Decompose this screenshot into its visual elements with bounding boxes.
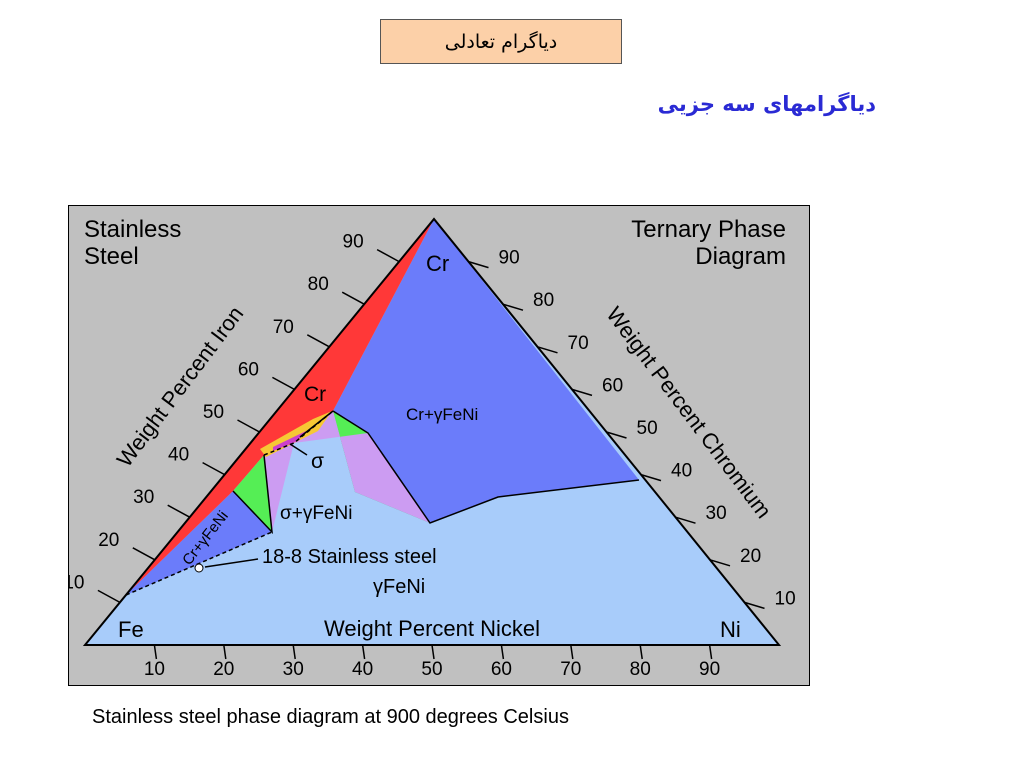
bottom-tick xyxy=(570,644,574,660)
right-tick xyxy=(468,260,489,269)
heading-left-1: Stainless xyxy=(84,216,181,243)
right-tick-label: 30 xyxy=(706,503,727,524)
region-sigma xyxy=(273,431,306,451)
left-tick-label: 10 xyxy=(68,572,84,593)
stainless-18-8-point xyxy=(194,563,204,573)
phase-label-cr: Cr xyxy=(304,383,326,406)
left-tick xyxy=(202,461,225,476)
right-tick-label: 40 xyxy=(671,461,692,482)
bottom-tick-label: 20 xyxy=(213,659,234,680)
region-cr-gamma-feni xyxy=(333,219,639,523)
left-tick-label: 90 xyxy=(343,232,364,253)
ternary-phase-diagram: Stainless Steel Ternary Phase Diagram Cr… xyxy=(68,205,810,686)
vertex-ni: Ni xyxy=(720,617,741,642)
heading-left-2: Steel xyxy=(84,243,139,270)
right-tick-label: 20 xyxy=(740,546,761,567)
tick-labels: 10 20 30 40 50 60 70 80 90 90 80 70 60 50 40 30 20 10 10 20… xyxy=(68,232,796,680)
right-tick xyxy=(640,473,662,482)
right-tick-label: 60 xyxy=(602,375,623,396)
heading-right-2: Diagram xyxy=(695,243,786,270)
bottom-tick-label: 80 xyxy=(630,659,651,680)
left-tick xyxy=(376,248,400,263)
vertex-fe: Fe xyxy=(118,617,144,642)
bottom-tick xyxy=(500,644,505,660)
bottom-tick xyxy=(292,644,296,660)
sigma-pointer xyxy=(289,443,308,456)
bottom-tick xyxy=(431,644,435,660)
annotation-18-8: 18-8 Stainless steel xyxy=(262,546,437,568)
phase-label-sigma-gamma-feni: σ+γFeNi xyxy=(280,503,352,524)
bottom-tick-label: 60 xyxy=(491,659,512,680)
slide-title: دیاگرام تعادلی xyxy=(380,19,622,64)
slide-subtitle: دیاگرامهای سه جزیی xyxy=(657,92,876,116)
phase-label-gamma-feni: γFeNi xyxy=(373,576,425,598)
left-tick xyxy=(97,589,121,604)
bottom-tick xyxy=(708,644,713,660)
left-tick-label: 80 xyxy=(308,274,329,295)
left-tick-label: 20 xyxy=(98,530,119,551)
left-tick xyxy=(272,376,295,391)
figure-caption: Stainless steel phase diagram at 900 deg… xyxy=(92,706,569,728)
left-tick xyxy=(167,504,191,518)
left-tick-label: 50 xyxy=(203,402,224,423)
right-tick xyxy=(744,601,765,610)
axis-ticks xyxy=(97,248,765,660)
left-tick xyxy=(237,419,260,433)
annotation-arrow xyxy=(204,558,259,568)
left-tick xyxy=(341,291,365,305)
right-tick-label: 90 xyxy=(499,248,520,269)
right-tick-label: 50 xyxy=(637,418,658,439)
bottom-tick-label: 10 xyxy=(144,659,165,680)
left-tick xyxy=(306,334,330,348)
right-tick-label: 70 xyxy=(568,333,589,354)
bottom-tick xyxy=(223,644,227,660)
left-tick xyxy=(132,547,156,561)
phase-label-sigma: σ xyxy=(311,450,324,473)
right-tick xyxy=(709,559,731,567)
bottom-tick xyxy=(639,644,643,660)
bottom-tick xyxy=(153,644,158,660)
bottom-tick-label: 50 xyxy=(421,659,442,680)
right-tick xyxy=(675,516,696,524)
left-tick-label: 40 xyxy=(168,445,189,466)
left-tick-label: 70 xyxy=(273,317,294,338)
region-green-lower xyxy=(233,455,272,532)
right-tick xyxy=(502,303,524,311)
bottom-tick-label: 40 xyxy=(352,659,373,680)
left-tick-label: 30 xyxy=(133,487,154,508)
left-tick-label: 60 xyxy=(238,359,259,380)
right-tick xyxy=(571,388,593,397)
right-tick-label: 10 xyxy=(775,588,796,609)
bottom-tick-label: 90 xyxy=(699,659,720,680)
right-tick xyxy=(606,431,627,439)
bottom-tick-label: 30 xyxy=(283,659,304,680)
bottom-tick xyxy=(361,644,366,660)
bottom-tick-label: 70 xyxy=(560,659,581,680)
axis-title-nickel: Weight Percent Nickel xyxy=(324,616,540,641)
region-cr-gamma-feni-left xyxy=(126,491,272,595)
right-tick-label: 80 xyxy=(533,290,554,311)
right-tick xyxy=(537,346,558,354)
heading-right-1: Ternary Phase xyxy=(631,216,786,243)
vertex-cr: Cr xyxy=(426,251,449,276)
region-sigma-gamma-feni xyxy=(264,411,430,532)
phase-label-cr-gamma-feni: Cr+γFeNi xyxy=(406,405,478,424)
